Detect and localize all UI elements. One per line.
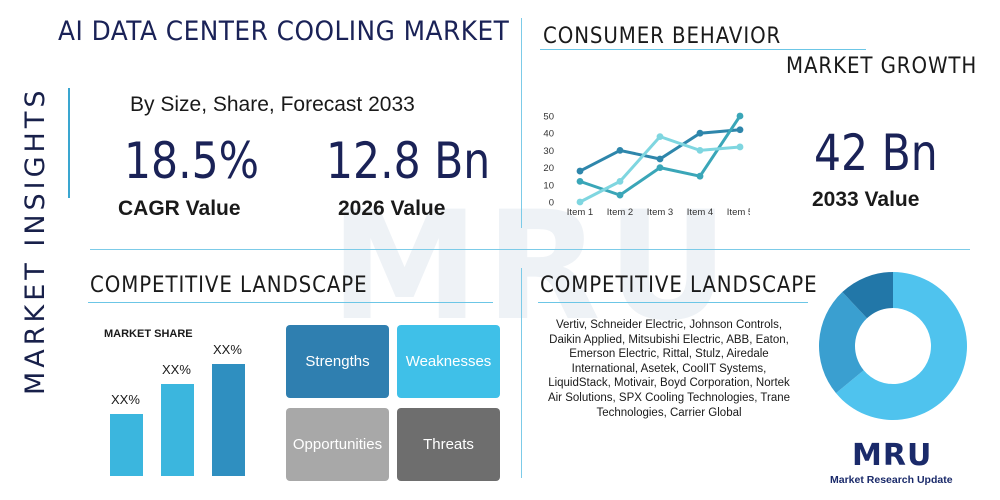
y-tick-label: 30 [543, 146, 554, 157]
data-point [576, 198, 584, 206]
horizontal-divider [90, 249, 970, 250]
x-tick-label: Item 4 [687, 207, 713, 218]
side-label: MARKET INSIGHTS [20, 86, 51, 395]
heading-rule [540, 49, 866, 50]
swot-strengths: Strengths [286, 325, 389, 398]
competitor-list: Vertiv, Schneider Electric, Johnson Cont… [547, 319, 791, 419]
vertical-divider-top [521, 18, 522, 228]
market-share-bar [212, 364, 245, 476]
series-line-2 [579, 115, 742, 197]
size-2026-label: 2026 Value [338, 197, 446, 220]
data-point [656, 133, 664, 141]
y-tick-label: 40 [543, 129, 554, 140]
market-share-bar-label: XX% [111, 392, 140, 407]
y-tick-label: 50 [543, 112, 554, 123]
market-share-bar [161, 384, 194, 476]
donut-chart [819, 272, 967, 420]
market-share-bar-label: XX% [162, 362, 191, 377]
data-point [576, 167, 584, 175]
size-2033-label: 2033 Value [812, 188, 920, 211]
data-point [576, 177, 584, 185]
x-tick-label: Item 2 [607, 207, 633, 218]
data-point [696, 172, 704, 180]
watermark: MRU [330, 180, 735, 354]
data-point [616, 191, 624, 199]
donut-segment [819, 292, 867, 394]
market-share-bar-label: XX% [213, 342, 242, 357]
data-point [696, 147, 704, 154]
competitive-landscape-heading: COMPETITIVE LANDSCAPE [90, 273, 368, 298]
x-tick-label: Item 5 [727, 207, 750, 218]
data-point [616, 177, 624, 185]
y-tick-label: 0 [549, 198, 554, 209]
consumer-behavior-heading: CONSUMER BEHAVIOR [543, 24, 782, 49]
swot-weaknesses: Weaknesses [397, 325, 500, 398]
vertical-divider-bottom [521, 268, 522, 478]
data-point [656, 155, 664, 163]
market-growth-heading: MARKET GROWTH [786, 54, 978, 79]
side-rule [68, 88, 70, 198]
page-title: AI DATA CENTER COOLING MARKET [58, 16, 510, 47]
data-point [616, 147, 624, 154]
competitive-landscape-heading-2: COMPETITIVE LANDSCAPE [540, 273, 818, 298]
donut-segment [842, 272, 893, 319]
line-chart: 0 10 20 30 40 50 Item 1 Item 2 Item 3 Item 4 Item … [543, 112, 750, 219]
data-point [656, 164, 664, 171]
market-share-bar [110, 414, 143, 476]
x-tick-label: Item 1 [567, 207, 593, 218]
data-point [736, 112, 744, 120]
heading-rule [538, 302, 808, 303]
x-tick-label: Item 3 [647, 207, 673, 218]
size-2026-value: 12.8 Bn [326, 132, 491, 190]
market-share-title: MARKET SHARE [104, 328, 193, 340]
y-tick-label: 20 [543, 163, 554, 174]
donut-segment [835, 272, 967, 420]
data-point [736, 143, 744, 151]
y-tick-label: 10 [543, 180, 554, 191]
logo-name: Market Research Update [830, 474, 953, 486]
heading-rule [88, 302, 493, 303]
logo-mark: MRU [852, 438, 933, 473]
swot-threats: Threats [397, 408, 500, 481]
cagr-value: 18.5% [124, 132, 260, 190]
data-point [736, 126, 744, 134]
size-2033-value: 42 Bn [814, 124, 938, 182]
cagr-label: CAGR Value [118, 197, 241, 220]
subtitle: By Size, Share, Forecast 2033 [130, 93, 415, 116]
data-point [696, 129, 704, 137]
swot-opportunities: Opportunities [286, 408, 389, 481]
